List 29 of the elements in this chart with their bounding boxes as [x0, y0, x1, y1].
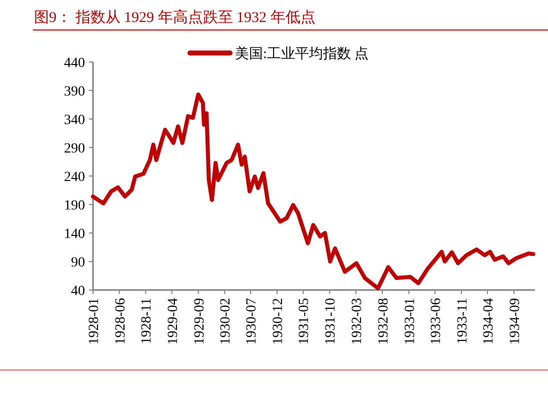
y-tick-label: 390	[64, 84, 85, 100]
x-tick-label: 1933-01	[402, 298, 418, 345]
legend-label: 美国:工业平均指数 点	[235, 46, 368, 62]
y-tick-label: 40	[71, 284, 85, 299]
y-tick-label: 440	[64, 56, 85, 71]
x-tick-label: 1934-04	[481, 298, 496, 345]
x-tick-label: 1929-09	[192, 298, 208, 345]
y-tick-label: 240	[64, 170, 85, 185]
x-tick-label: 1930-02	[218, 298, 234, 345]
y-tick-label: 140	[64, 227, 85, 242]
x-tick-label: 1931-05	[297, 298, 312, 345]
y-tick-label: 90	[71, 256, 85, 270]
x-tick-label: 1932-08	[376, 298, 392, 345]
x-tick-label: 1934-09	[508, 298, 523, 345]
x-tick-label: 1928-06	[113, 298, 128, 345]
x-tick-label: 1928-01	[87, 298, 102, 345]
x-tick-label: 1929-04	[166, 298, 181, 345]
y-tick-label: 190	[64, 198, 85, 214]
y-tick-label: 340	[64, 113, 85, 128]
x-tick-label: 1931-10	[324, 298, 339, 345]
x-tick-label: 1933-06	[428, 298, 444, 345]
x-tick-label: 1930-12	[271, 298, 286, 345]
x-tick-label: 1932-03	[350, 298, 365, 345]
y-tick-label: 290	[64, 142, 85, 156]
x-tick-label: 1930-07	[244, 298, 260, 345]
title: 图9： 指数从 1929 年高点跌至 1932 年低点	[34, 10, 316, 26]
x-tick-label: 1928-11	[140, 298, 155, 344]
x-tick-label: 1933-11	[455, 298, 470, 344]
legend: 美国:工业平均指数 点	[188, 47, 368, 62]
